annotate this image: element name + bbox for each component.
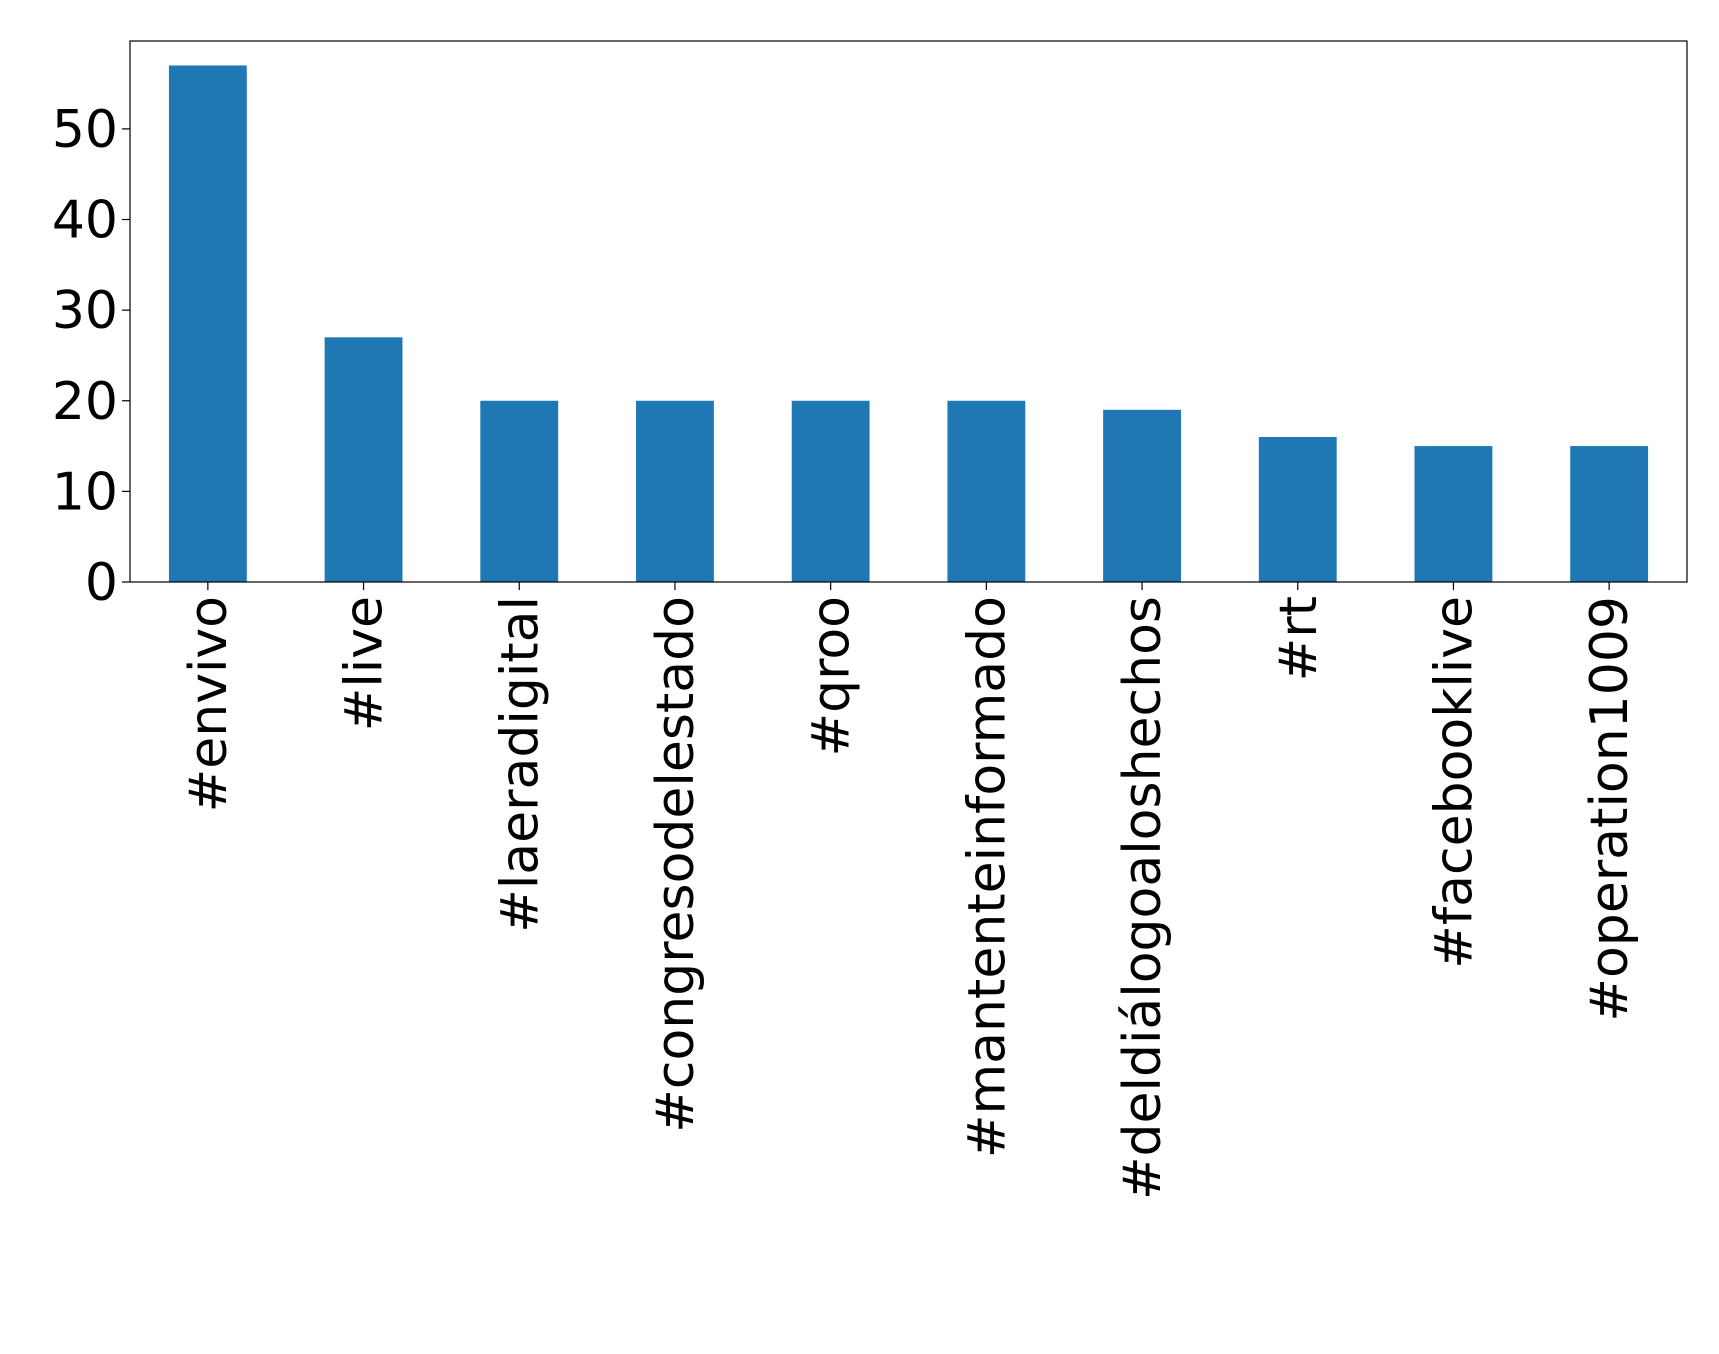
- bar: [1570, 446, 1649, 582]
- y-tick-label: 40: [52, 191, 118, 251]
- bar: [1414, 446, 1493, 582]
- plot-frame: [129, 40, 1688, 583]
- bar: [791, 400, 870, 582]
- y-tick-label: 30: [52, 281, 118, 341]
- x-tick-label: #rt: [1269, 596, 1329, 681]
- y-tick-label: 20: [52, 372, 118, 432]
- x-tick-label: #envivo: [179, 596, 239, 812]
- bar: [168, 65, 247, 582]
- x-tick-label: #laeradigital: [490, 596, 550, 933]
- y-tick-label: 50: [52, 100, 118, 160]
- x-tick-label: #operation1009: [1580, 596, 1640, 1022]
- x-tick-label: #qroo: [802, 596, 862, 756]
- bar: [636, 400, 714, 582]
- y-tick-label: 10: [52, 462, 118, 522]
- bar: [480, 400, 559, 582]
- bar: [324, 337, 403, 582]
- x-tick-label: #deldiálogoaloshechos: [1113, 596, 1173, 1200]
- x-tick-label: #live: [335, 596, 395, 731]
- x-tick-label: #mantenteinformado: [957, 596, 1017, 1158]
- y-tick-label: 0: [85, 553, 118, 613]
- bar: [1258, 437, 1337, 582]
- x-tick-label: #facebooklive: [1424, 596, 1484, 969]
- x-tick-label: #congresodelestado: [646, 596, 706, 1133]
- bar: [1103, 409, 1181, 582]
- bar: [947, 400, 1026, 582]
